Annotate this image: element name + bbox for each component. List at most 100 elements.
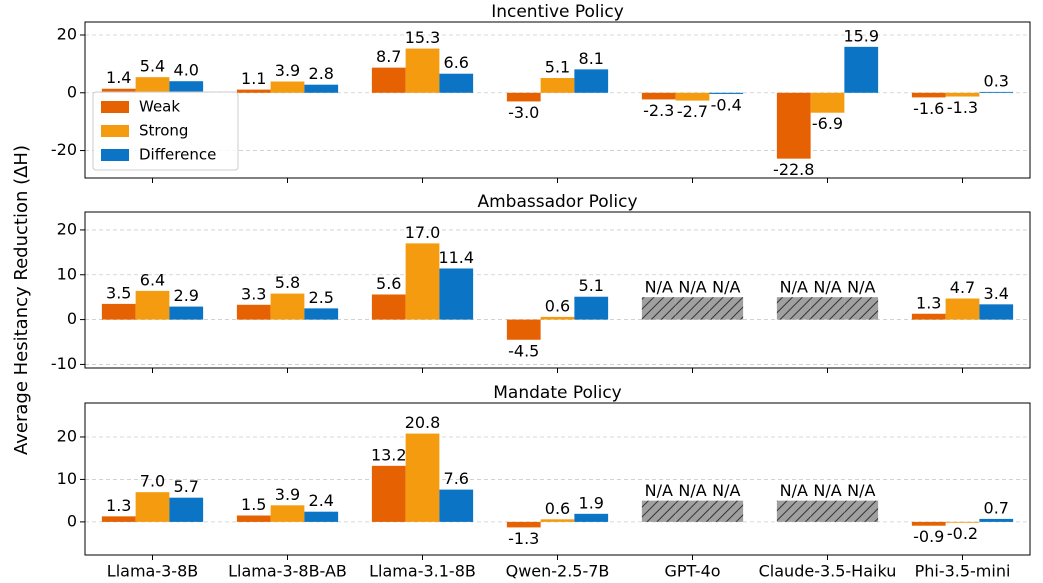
legend-swatch: [101, 149, 129, 161]
bar: [405, 48, 440, 93]
na-bar: [641, 500, 676, 522]
data-label: 5.1: [579, 276, 604, 295]
y-tick-label: 10: [57, 469, 77, 488]
data-label: 1.4: [106, 68, 131, 87]
data-label: 7.0: [140, 472, 165, 491]
bar: [439, 73, 474, 93]
data-label: 2.4: [309, 491, 334, 510]
y-tick-label: 0: [67, 309, 77, 328]
y-tick-label: -10: [51, 354, 77, 373]
data-label: -0.9: [913, 527, 944, 546]
bar: [911, 521, 946, 526]
bar: [169, 81, 204, 93]
data-label: 3.9: [275, 485, 300, 504]
bar: [405, 433, 440, 522]
plot-frame: [84, 211, 1031, 369]
x-tick-label: GPT-4o: [664, 562, 720, 581]
data-label: 3.4: [984, 284, 1009, 303]
na-bar: [844, 297, 879, 320]
bar: [135, 77, 170, 93]
na-bar: [709, 297, 744, 320]
data-label: 1.3: [106, 496, 131, 515]
data-label: 17.0: [405, 223, 441, 242]
data-label: 15.9: [843, 26, 879, 45]
bar: [101, 88, 136, 93]
na-bar: [810, 500, 845, 522]
bar: [574, 296, 609, 320]
data-label: N/A: [813, 278, 841, 297]
data-label: N/A: [780, 481, 808, 500]
data-label: N/A: [645, 481, 673, 500]
na-bar: [641, 297, 676, 320]
bar: [439, 268, 474, 320]
legend-label: Strong: [139, 122, 188, 140]
data-label: N/A: [712, 481, 740, 500]
bar: [641, 92, 676, 100]
bar: [304, 511, 339, 522]
bar: [506, 319, 541, 340]
y-tick-label: 20: [57, 219, 77, 238]
legend-swatch: [101, 101, 129, 113]
data-label: -1.6: [913, 99, 944, 118]
legend-box: [92, 91, 239, 171]
y-tick-label: 10: [57, 264, 77, 283]
data-label: 1.3: [916, 293, 941, 312]
plot-frame: [84, 402, 1031, 556]
bar: [945, 521, 980, 523]
data-label: -22.8: [773, 160, 814, 179]
data-label: -1.3: [947, 98, 978, 117]
bar: [304, 308, 339, 320]
data-label: N/A: [678, 278, 706, 297]
data-label: 11.4: [438, 248, 474, 267]
na-bar: [776, 297, 811, 320]
na-bar: [675, 500, 710, 522]
data-label: 1.5: [241, 495, 266, 514]
x-tick-label: Llama-3-8B: [107, 562, 198, 581]
y-tick-label: 20: [57, 25, 77, 44]
bar: [574, 69, 609, 93]
data-label: -2.7: [677, 102, 708, 121]
data-label: 15.3: [405, 28, 441, 47]
bar: [169, 306, 204, 320]
y-axis-label: Average Hesitancy Reduction (ΔH): [11, 145, 32, 455]
x-tick-label: Llama-3.1-8B: [369, 562, 476, 581]
data-label: 6.6: [444, 53, 469, 72]
bar: [810, 92, 845, 113]
data-label: 2.9: [174, 286, 199, 305]
y-tick-label: 0: [67, 511, 77, 530]
data-label: 5.1: [545, 58, 570, 77]
legend-swatch: [101, 125, 129, 137]
data-label: -0.2: [947, 524, 978, 543]
y-tick-label: 0: [67, 82, 77, 101]
bar: [540, 316, 575, 320]
data-label: N/A: [780, 278, 808, 297]
bar: [101, 303, 136, 320]
data-label: 1.1: [241, 69, 266, 88]
bar: [844, 46, 879, 93]
bar: [911, 313, 946, 320]
bar: [540, 78, 575, 93]
panel-title: Ambassador Policy: [477, 192, 637, 212]
bar: [979, 91, 1014, 93]
data-label: 0.6: [545, 499, 570, 518]
data-label: -3.0: [508, 103, 539, 122]
data-label: 6.4: [140, 270, 165, 289]
na-bar: [776, 500, 811, 522]
bar: [135, 492, 170, 522]
legend-label: Weak: [139, 98, 180, 116]
na-bar: [810, 297, 845, 320]
na-bar: [844, 500, 879, 522]
bar: [304, 84, 339, 93]
data-label: N/A: [847, 481, 875, 500]
data-label: 5.4: [140, 57, 165, 76]
bar: [169, 497, 204, 522]
x-tick-label: Qwen-2.5-7B: [506, 562, 610, 581]
data-label: 8.1: [579, 49, 604, 68]
data-label: N/A: [678, 481, 706, 500]
data-label: 2.8: [309, 64, 334, 83]
data-label: 8.7: [376, 47, 401, 66]
data-label: N/A: [813, 481, 841, 500]
panel-title: Incentive Policy: [491, 2, 624, 22]
data-label: 2.5: [309, 288, 334, 307]
bar: [506, 92, 541, 102]
